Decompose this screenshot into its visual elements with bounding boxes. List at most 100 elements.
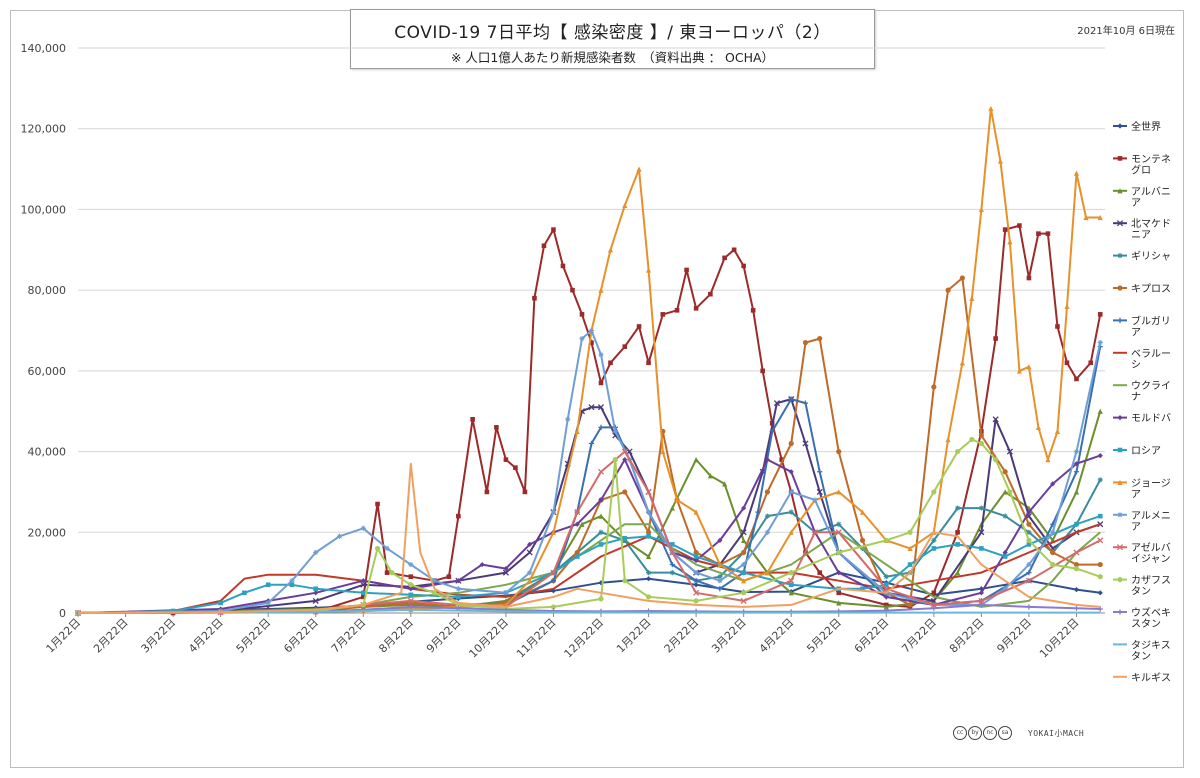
x-tick-label: 2月22日 bbox=[91, 616, 131, 656]
data-point bbox=[1006, 448, 1013, 455]
data-point bbox=[978, 597, 985, 604]
data-point bbox=[360, 594, 366, 600]
legend-label: ア bbox=[1131, 522, 1141, 533]
data-point bbox=[945, 287, 951, 293]
data-point bbox=[945, 436, 951, 443]
data-point bbox=[446, 574, 452, 579]
data-point bbox=[788, 396, 794, 402]
data-point bbox=[289, 578, 295, 584]
data-point bbox=[773, 400, 780, 407]
data-point bbox=[408, 574, 414, 579]
data-point bbox=[669, 505, 675, 511]
data-point bbox=[1117, 609, 1123, 615]
legend-label: ア bbox=[1131, 198, 1141, 209]
data-point bbox=[955, 448, 961, 455]
data-point bbox=[1097, 590, 1103, 596]
data-point bbox=[1097, 408, 1103, 414]
data-point bbox=[788, 577, 795, 584]
data-point bbox=[431, 590, 438, 596]
data-point bbox=[788, 582, 794, 588]
data-point bbox=[811, 529, 819, 536]
data-point bbox=[955, 529, 960, 535]
y-tick-label: 120,000 bbox=[21, 123, 67, 136]
data-point bbox=[598, 542, 604, 547]
legend-label: ブルガリ bbox=[1131, 314, 1171, 327]
x-tick-label: 3月22日 bbox=[709, 616, 749, 656]
data-point bbox=[978, 440, 984, 447]
legend-label: ア bbox=[1131, 489, 1141, 500]
cc-icon: cc bbox=[953, 726, 967, 740]
data-point bbox=[360, 578, 366, 584]
data-point bbox=[1097, 521, 1104, 528]
y-tick-label: 0 bbox=[59, 607, 66, 620]
data-point bbox=[527, 578, 533, 584]
data-point bbox=[560, 263, 566, 269]
y-tick-label: 20,000 bbox=[28, 526, 67, 539]
legend-label: アルバニ bbox=[1131, 186, 1171, 198]
data-point bbox=[741, 561, 747, 568]
x-tick-label: 6月22日 bbox=[281, 616, 321, 656]
data-point bbox=[802, 440, 809, 447]
data-point bbox=[607, 247, 614, 253]
data-point bbox=[622, 578, 628, 584]
data-point bbox=[526, 549, 533, 556]
data-point bbox=[1097, 513, 1103, 519]
data-point bbox=[669, 561, 675, 568]
data-point bbox=[313, 549, 319, 556]
legend-label: ギリシャ bbox=[1131, 251, 1171, 263]
data-point bbox=[550, 509, 557, 515]
legend-label: ウズベキ bbox=[1131, 606, 1171, 619]
data-point bbox=[693, 589, 700, 596]
data-point bbox=[1097, 606, 1103, 612]
data-point bbox=[455, 578, 461, 584]
data-point bbox=[883, 574, 889, 580]
data-point bbox=[574, 521, 580, 527]
data-point bbox=[621, 448, 628, 455]
data-point bbox=[788, 440, 794, 447]
data-point bbox=[645, 576, 652, 582]
data-point bbox=[574, 509, 581, 516]
data-point bbox=[646, 534, 651, 539]
x-tick-label: 1月22日 bbox=[44, 616, 84, 656]
data-point bbox=[374, 545, 381, 552]
data-point bbox=[1073, 448, 1080, 455]
data-point bbox=[1117, 577, 1123, 583]
y-tick-label: 100,000 bbox=[21, 203, 67, 216]
data-point bbox=[717, 574, 723, 580]
data-point bbox=[955, 570, 961, 576]
data-point bbox=[788, 469, 794, 475]
data-point bbox=[955, 505, 961, 511]
data-point bbox=[384, 570, 390, 575]
data-point bbox=[622, 457, 628, 463]
data-point bbox=[1097, 537, 1104, 544]
data-point bbox=[836, 600, 842, 606]
x-tick-label: 4月22日 bbox=[757, 616, 797, 656]
data-point bbox=[550, 604, 557, 610]
legend-label: ニア bbox=[1131, 230, 1151, 241]
legend-label: キプロス bbox=[1131, 283, 1171, 295]
data-point bbox=[612, 457, 618, 463]
data-point bbox=[764, 489, 771, 495]
legend-label: 全世界 bbox=[1131, 120, 1161, 133]
data-point bbox=[769, 428, 775, 434]
data-point bbox=[598, 596, 604, 602]
data-point bbox=[717, 561, 723, 568]
data-point bbox=[930, 601, 937, 608]
data-point bbox=[955, 542, 960, 547]
data-point bbox=[835, 529, 842, 536]
data-point bbox=[645, 553, 652, 560]
data-point bbox=[779, 457, 784, 462]
data-point bbox=[484, 489, 490, 495]
legend-label: タン bbox=[1131, 586, 1151, 598]
data-point bbox=[674, 497, 680, 503]
data-point bbox=[997, 158, 1003, 164]
legend-label: スタン bbox=[1131, 618, 1161, 630]
data-point bbox=[470, 416, 475, 422]
data-point bbox=[836, 448, 842, 455]
data-point bbox=[684, 267, 689, 273]
legend-label: タジキス bbox=[1131, 639, 1171, 651]
data-point bbox=[812, 497, 818, 503]
data-point bbox=[988, 105, 994, 112]
data-point bbox=[360, 525, 366, 531]
